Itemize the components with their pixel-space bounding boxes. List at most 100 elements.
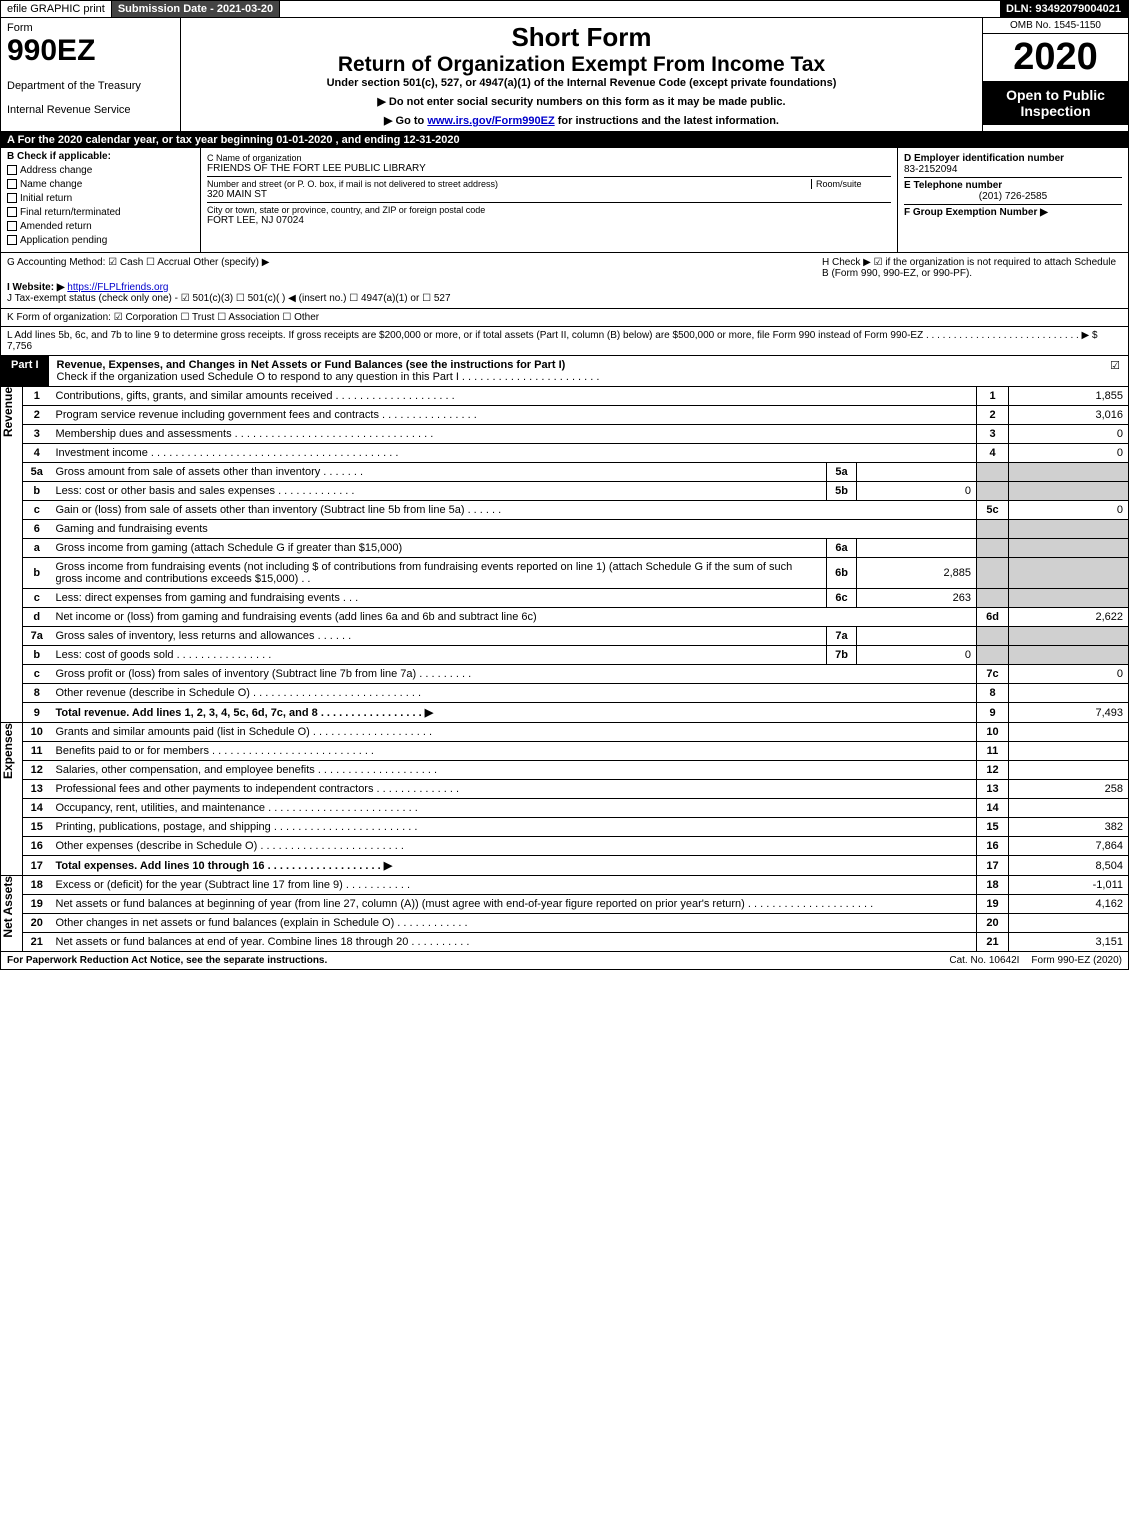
dept-treasury: Department of the Treasury	[7, 80, 174, 92]
line-num: 13	[23, 780, 51, 799]
shaded	[977, 627, 1009, 646]
chk-initial-return[interactable]: Initial return	[7, 193, 194, 204]
top-bar: efile GRAPHIC print Submission Date - 20…	[0, 0, 1129, 18]
efile-label: efile GRAPHIC print	[1, 1, 112, 17]
address-row: Number and street (or P. O. box, if mail…	[207, 177, 891, 203]
shaded	[1009, 627, 1129, 646]
c-label: C Name of organization	[207, 153, 891, 163]
form-word: Form	[7, 22, 174, 34]
netassets-label-text: Net Assets	[1, 876, 15, 938]
chk-label: Name change	[20, 179, 82, 190]
shaded	[977, 646, 1009, 665]
chk-application-pending[interactable]: Application pending	[7, 235, 194, 246]
addr-label: Number and street (or P. O. box, if mail…	[207, 179, 811, 189]
dln: DLN: 93492079004021	[1000, 1, 1128, 17]
line-3: 3Membership dues and assessments . . . .…	[23, 425, 1129, 444]
chk-amended-return[interactable]: Amended return	[7, 221, 194, 232]
right-num: 8	[977, 684, 1009, 703]
right-val	[1009, 799, 1129, 818]
shaded	[1009, 646, 1129, 665]
line-14: 14Occupancy, rent, utilities, and mainte…	[23, 799, 1129, 818]
shaded	[1009, 482, 1129, 501]
right-num: 17	[977, 856, 1009, 876]
line-6a: aGross income from gaming (attach Schedu…	[23, 539, 1129, 558]
right-val	[1009, 723, 1129, 742]
part-i-check: ☑	[1102, 356, 1128, 386]
shaded	[1009, 520, 1129, 539]
section-bcdef: B Check if applicable: Address change Na…	[0, 148, 1129, 253]
line-num: 1	[23, 387, 51, 406]
line-k: K Form of organization: ☑ Corporation ☐ …	[0, 309, 1129, 327]
right-val: 2,622	[1009, 608, 1129, 627]
line-text: Occupancy, rent, utilities, and maintena…	[51, 799, 977, 818]
part-i-tag: Part I	[1, 356, 49, 386]
line-text: Other expenses (describe in Schedule O) …	[51, 837, 977, 856]
chk-address-change[interactable]: Address change	[7, 165, 194, 176]
chk-label: Initial return	[20, 193, 72, 204]
line-num: b	[23, 558, 51, 589]
line-num: 9	[23, 703, 51, 723]
line-6d: dNet income or (loss) from gaming and fu…	[23, 608, 1129, 627]
expenses-section: Expenses 10Grants and similar amounts pa…	[0, 723, 1129, 876]
omb-number: OMB No. 1545-1150	[983, 18, 1128, 34]
right-num: 21	[977, 933, 1009, 952]
chk-label: Address change	[20, 165, 92, 176]
line-text: Program service revenue including govern…	[51, 406, 977, 425]
right-val	[1009, 914, 1129, 933]
right-val: 4,162	[1009, 895, 1129, 914]
goto-pre: ▶ Go to	[384, 115, 427, 127]
line-num: 4	[23, 444, 51, 463]
irs-link[interactable]: www.irs.gov/Form990EZ	[427, 115, 554, 127]
form-id-block: Form 990EZ Department of the Treasury In…	[1, 18, 181, 131]
right-num: 4	[977, 444, 1009, 463]
line-num: 16	[23, 837, 51, 856]
phone-value: (201) 726-2585	[904, 191, 1122, 202]
goto-post: for instructions and the latest informat…	[558, 115, 779, 127]
chk-name-change[interactable]: Name change	[7, 179, 194, 190]
shaded	[977, 539, 1009, 558]
right-num: 9	[977, 703, 1009, 723]
city-state-zip: FORT LEE, NJ 07024	[207, 215, 891, 226]
revenue-vert-label: Revenue	[0, 387, 22, 723]
col-b-checkboxes: B Check if applicable: Address change Na…	[1, 148, 201, 252]
line-8: 8Other revenue (describe in Schedule O) …	[23, 684, 1129, 703]
line-l: L Add lines 5b, 6c, and 7b to line 9 to …	[0, 327, 1129, 356]
line-num: 3	[23, 425, 51, 444]
line-9: 9Total revenue. Add lines 1, 2, 3, 4, 5c…	[23, 703, 1129, 723]
org-name: FRIENDS OF THE FORT LEE PUBLIC LIBRARY	[207, 163, 891, 174]
inner-val: 2,885	[857, 558, 977, 589]
d-label: D Employer identification number	[904, 153, 1122, 164]
expenses-vert-label: Expenses	[0, 723, 22, 876]
right-num: 18	[977, 876, 1009, 895]
inner-val	[857, 627, 977, 646]
right-val: -1,011	[1009, 876, 1129, 895]
expenses-table: 10Grants and similar amounts paid (list …	[22, 723, 1129, 876]
org-name-row: C Name of organization FRIENDS OF THE FO…	[207, 151, 891, 177]
line-text: Less: cost of goods sold . . . . . . . .…	[51, 646, 827, 665]
net-assets-section: Net Assets 18Excess or (deficit) for the…	[0, 876, 1129, 952]
right-val: 382	[1009, 818, 1129, 837]
chk-final-return[interactable]: Final return/terminated	[7, 207, 194, 218]
b-label: B Check if applicable:	[7, 151, 194, 162]
group-exemption-row: F Group Exemption Number ▶	[904, 204, 1122, 220]
right-num: 13	[977, 780, 1009, 799]
city-label: City or town, state or province, country…	[207, 205, 891, 215]
right-num: 15	[977, 818, 1009, 837]
line-num: 19	[23, 895, 51, 914]
revenue-section: Revenue 1Contributions, gifts, grants, a…	[0, 387, 1129, 723]
website-link[interactable]: https://FLPLfriends.org	[67, 282, 168, 293]
line-text: Total expenses. Add lines 10 through 16 …	[51, 856, 977, 876]
line-text: Membership dues and assessments . . . . …	[51, 425, 977, 444]
line-5c: cGain or (loss) from sale of assets othe…	[23, 501, 1129, 520]
line-20: 20Other changes in net assets or fund ba…	[23, 914, 1129, 933]
shaded	[1009, 589, 1129, 608]
meta-ghij: H Check ▶ ☑ if the organization is not r…	[0, 253, 1129, 309]
right-num: 20	[977, 914, 1009, 933]
line-num: 10	[23, 723, 51, 742]
dept-irs: Internal Revenue Service	[7, 104, 174, 116]
right-num: 12	[977, 761, 1009, 780]
inner-val	[857, 539, 977, 558]
right-num: 5c	[977, 501, 1009, 520]
line-num: 6	[23, 520, 51, 539]
inner-num: 6c	[827, 589, 857, 608]
